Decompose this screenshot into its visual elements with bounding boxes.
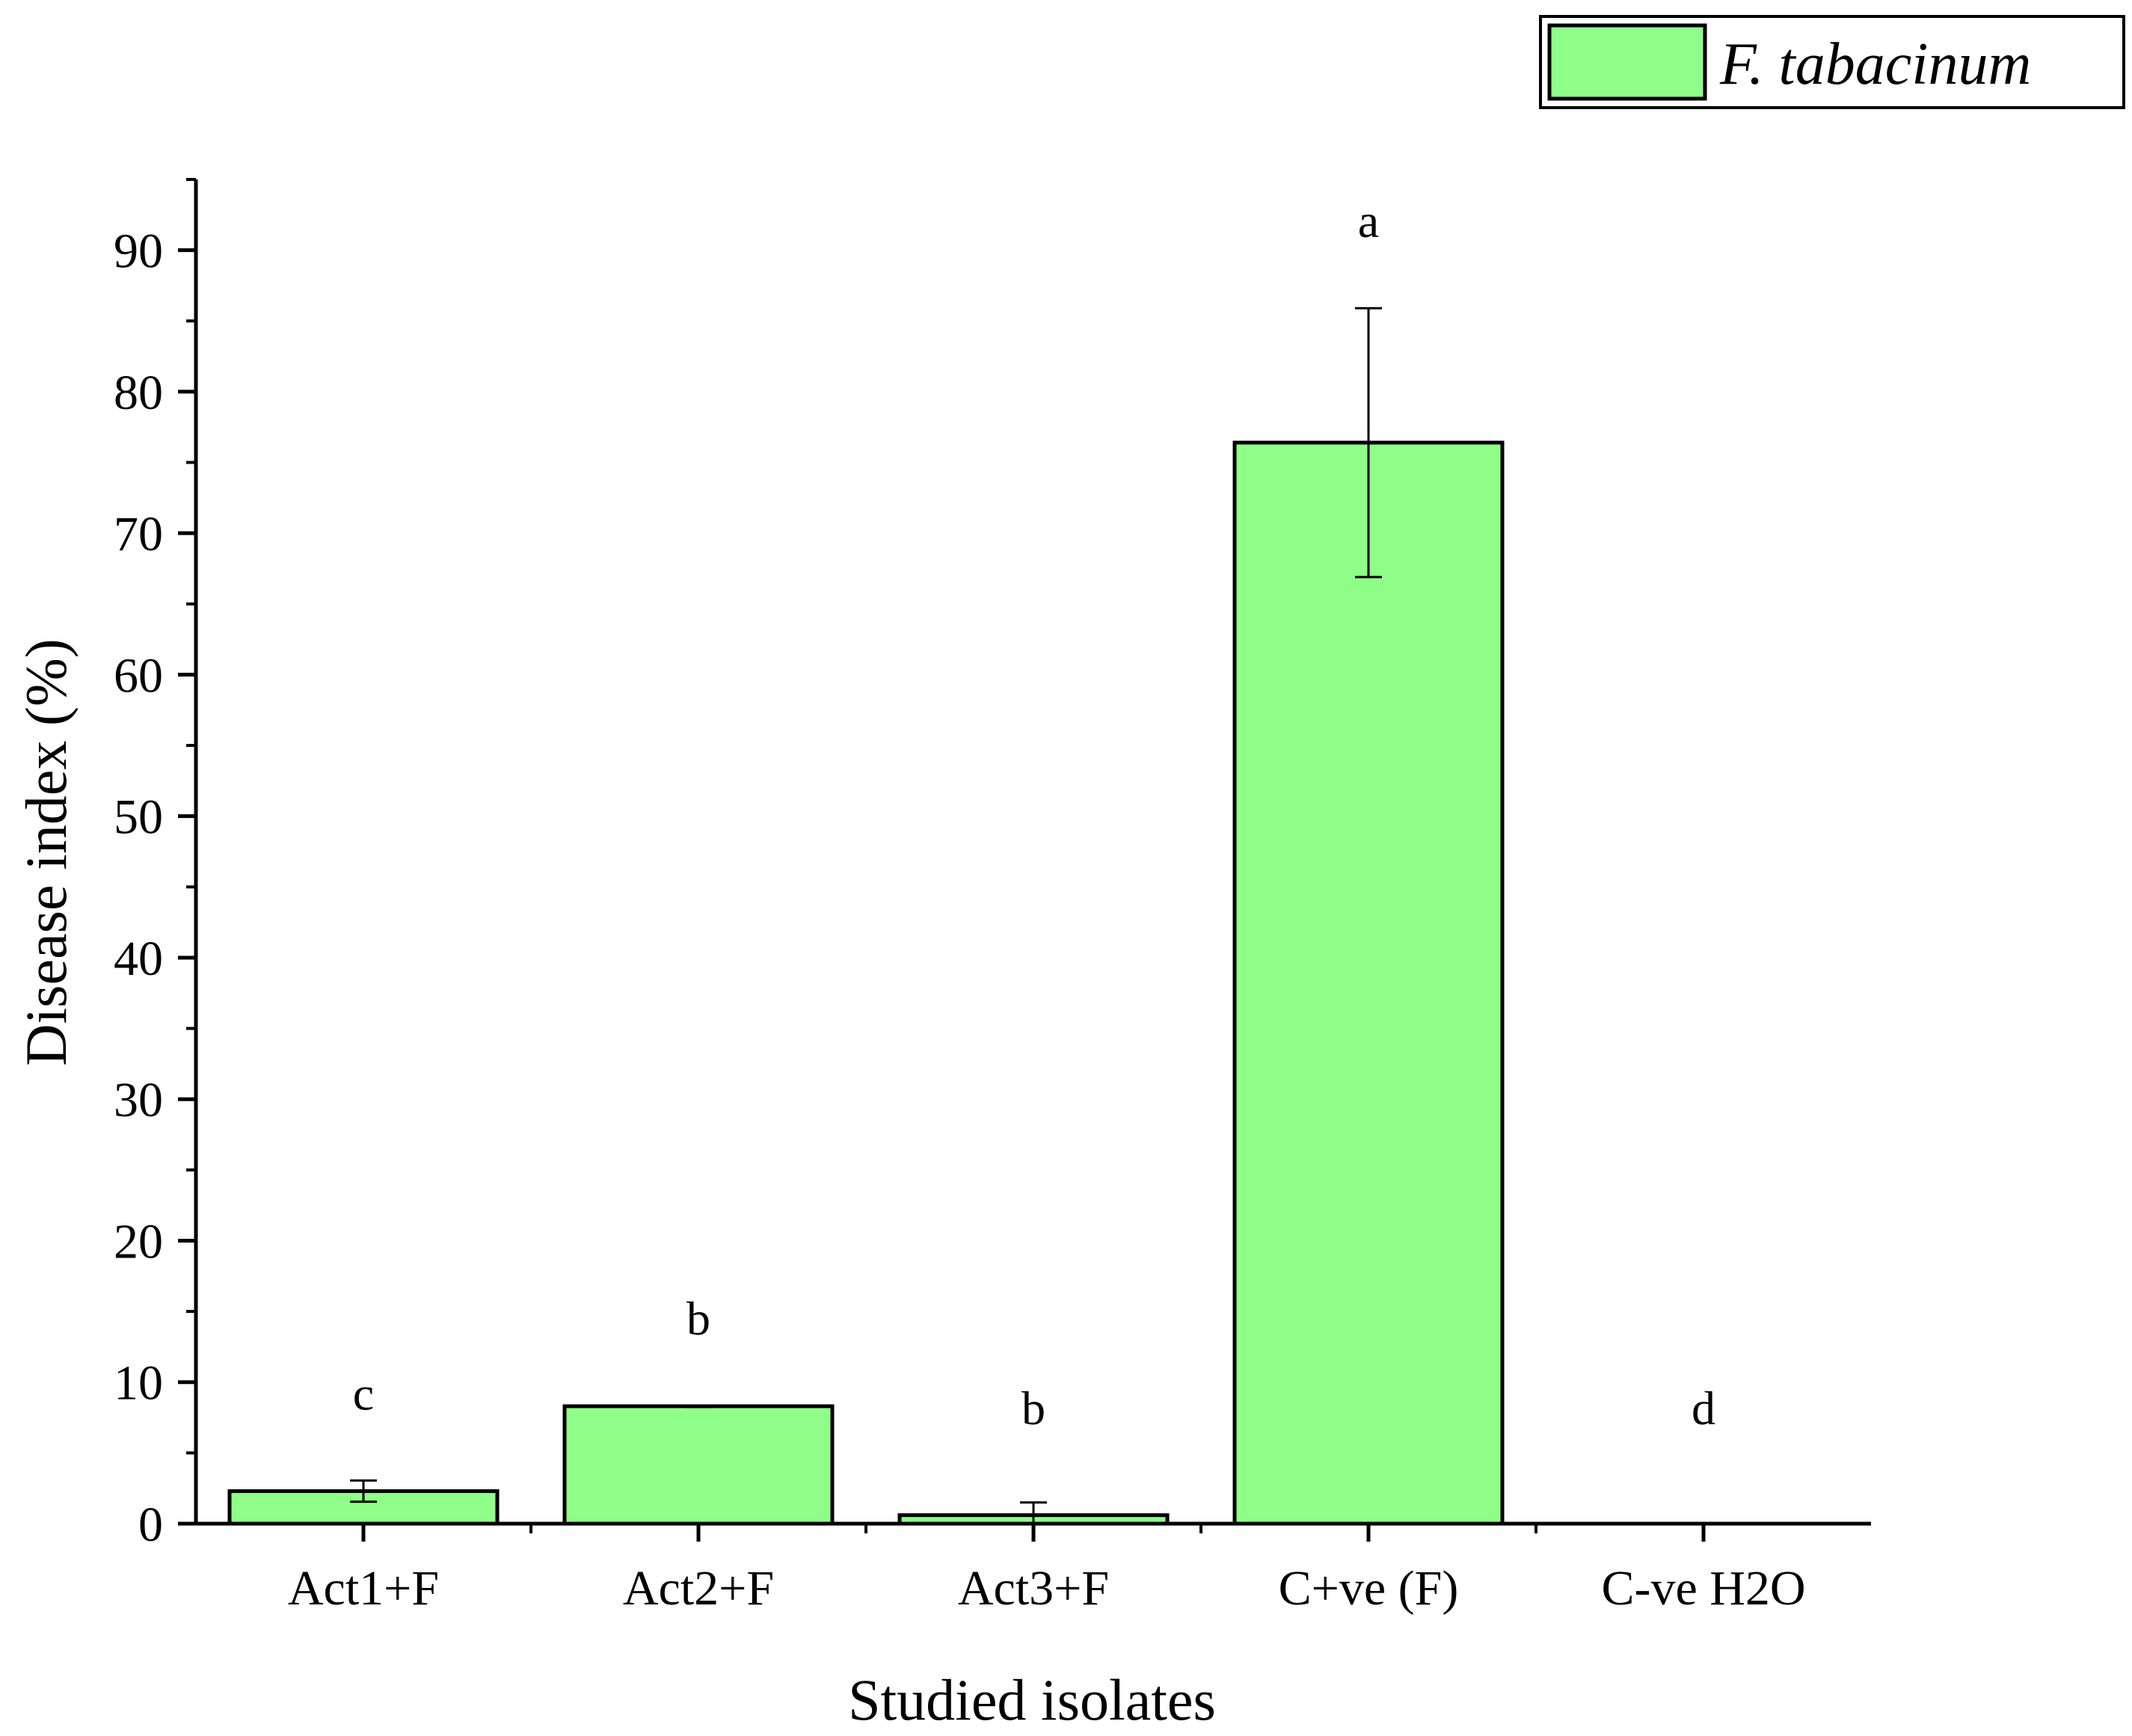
axes-layer: Act1+F Act2+F Act3+F C+ve (F) C-ve H2O 0 10 20 3… (114, 178, 1871, 1616)
bars-layer (227, 440, 1505, 1526)
significance-letter-3: b (1022, 1382, 1045, 1435)
legend: F. tabacinum (1539, 15, 2125, 109)
x-tick-label: Act1+F (288, 1561, 439, 1616)
error-bars-layer (350, 307, 1382, 1524)
significance-letter-1: c (353, 1367, 374, 1420)
x-tick-label: C-ve H2O (1601, 1561, 1805, 1616)
error-bar-3 (1020, 1501, 1047, 1524)
y-tick-label: 50 (114, 790, 163, 845)
error-bar-2 (685, 1404, 712, 1409)
y-tick-label: 90 (114, 224, 163, 279)
legend-label: F. tabacinum (1719, 31, 2031, 97)
significance-letter-2: b (686, 1292, 710, 1345)
error-bar-1 (350, 1479, 377, 1503)
y-axis-title: Disease index (%) (13, 638, 79, 1066)
error-bar-4 (1355, 307, 1382, 579)
x-tick-label: Act2+F (623, 1561, 774, 1616)
y-tick-label: 30 (114, 1073, 163, 1127)
y-tick-label: 70 (114, 507, 163, 561)
significance-letters-layer: c b b a d (353, 194, 1715, 1435)
y-tick-label: 20 (114, 1214, 163, 1269)
y-tick-label: 60 (114, 648, 163, 703)
y-tick-label: 80 (114, 366, 163, 420)
x-tick-label: C+ve (F) (1279, 1561, 1459, 1616)
x-tick-label: Act3+F (958, 1561, 1109, 1616)
bar-4 (1232, 440, 1505, 1526)
legend-swatch (1547, 23, 1707, 101)
significance-letter-5: d (1692, 1382, 1715, 1435)
significance-letter-4: a (1358, 194, 1379, 247)
y-tick-label: 10 (114, 1356, 163, 1411)
y-tick-label: 40 (114, 932, 163, 986)
x-axis-title: Studied isolates (848, 1667, 1216, 1732)
bar-2 (562, 1404, 835, 1526)
y-tick-label: 0 (138, 1498, 163, 1552)
